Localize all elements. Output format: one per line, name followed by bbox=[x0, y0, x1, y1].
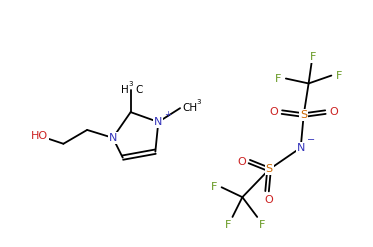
Text: S: S bbox=[266, 165, 273, 174]
Text: O: O bbox=[265, 195, 273, 205]
Text: F: F bbox=[275, 74, 281, 83]
Text: O: O bbox=[237, 157, 246, 166]
Text: O: O bbox=[329, 107, 338, 117]
Text: F: F bbox=[336, 71, 342, 81]
Text: +: + bbox=[164, 110, 171, 119]
Text: N: N bbox=[297, 143, 305, 153]
Text: −: − bbox=[307, 135, 315, 145]
Text: 3: 3 bbox=[129, 82, 133, 87]
Text: S: S bbox=[300, 110, 307, 120]
Text: 3: 3 bbox=[197, 99, 201, 105]
Text: F: F bbox=[259, 220, 265, 230]
Text: N: N bbox=[109, 133, 117, 143]
Text: O: O bbox=[270, 107, 278, 117]
Text: HO: HO bbox=[31, 131, 48, 141]
Text: F: F bbox=[309, 52, 316, 62]
Text: CH: CH bbox=[182, 103, 197, 113]
Text: F: F bbox=[225, 220, 232, 230]
Text: C: C bbox=[135, 85, 143, 95]
Text: H: H bbox=[121, 85, 129, 95]
Text: F: F bbox=[210, 182, 217, 192]
Text: N: N bbox=[154, 117, 163, 127]
